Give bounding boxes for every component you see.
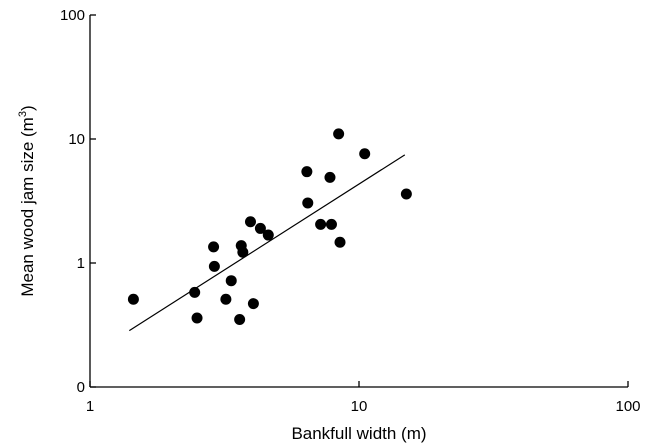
fit-line-group — [128, 154, 406, 332]
data-point — [220, 293, 232, 305]
y-axis-label-main: Mean wood jam size (m — [18, 117, 37, 297]
y-ticks: 0 1 10 100 — [60, 7, 96, 396]
data-point — [301, 166, 313, 178]
y-axis-label-superscript: 3 — [17, 111, 29, 117]
data-point — [225, 275, 237, 287]
data-point — [247, 298, 259, 310]
x-axis-label: Bankfull width (m) — [291, 424, 426, 443]
fit-line — [128, 154, 406, 332]
data-point — [334, 236, 346, 248]
data-point — [208, 241, 220, 253]
data-point — [325, 218, 337, 230]
data-point — [254, 222, 266, 234]
x-ticks: 1 10 100 — [86, 381, 641, 415]
y-tick-label: 100 — [60, 7, 85, 24]
data-point — [400, 188, 412, 200]
x-tick-label: 100 — [615, 398, 640, 415]
data-point — [302, 197, 314, 209]
y-axis-label-close: ) — [18, 105, 37, 111]
data-point — [191, 312, 203, 324]
data-points — [127, 128, 412, 326]
data-point — [237, 246, 249, 258]
y-tick-label: 0 — [77, 379, 85, 396]
x-tick-label: 10 — [351, 398, 368, 415]
y-axis-label: Mean wood jam size (m3) — [17, 105, 37, 296]
data-point — [262, 229, 274, 241]
data-point — [324, 171, 336, 183]
y-tick-label: 10 — [68, 131, 85, 148]
data-point — [315, 218, 327, 230]
data-point — [234, 314, 246, 326]
y-tick-label: 1 — [77, 255, 85, 272]
data-point — [208, 260, 220, 272]
data-point — [189, 286, 201, 298]
y-axis: 0 1 10 100 — [60, 7, 96, 396]
data-point — [333, 128, 345, 140]
data-point — [244, 216, 256, 228]
data-point — [359, 148, 371, 160]
x-axis: 1 10 100 — [86, 381, 641, 415]
x-tick-label: 1 — [86, 398, 94, 415]
data-point — [127, 293, 139, 305]
